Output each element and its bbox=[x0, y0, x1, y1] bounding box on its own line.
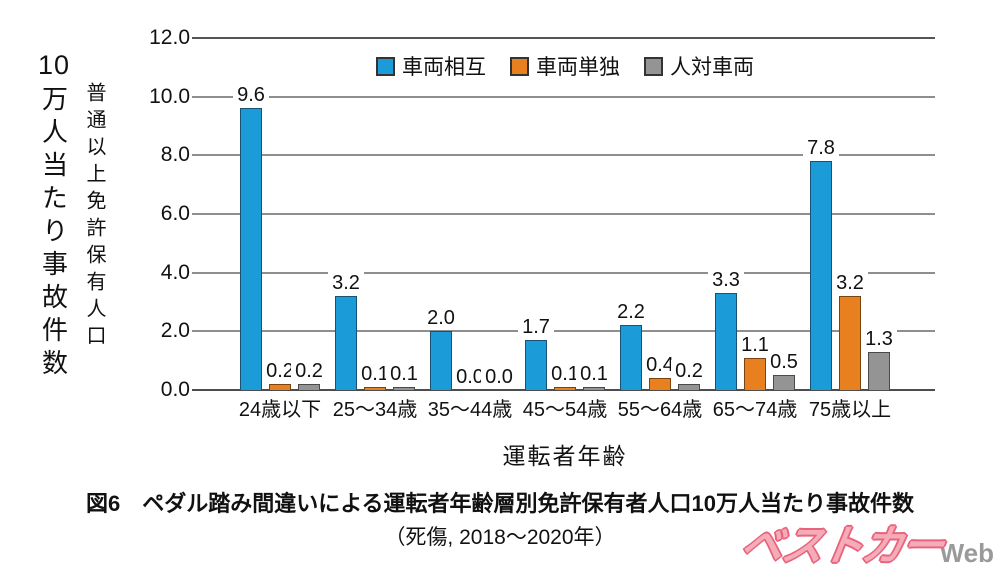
figure-caption: 図6 ペダル踏み間違いによる運転者年齢層別免許保有者人口10万人当たり事故件数 bbox=[85, 491, 915, 516]
gridline-10.0 bbox=[192, 95, 935, 98]
gridline-2.0 bbox=[192, 330, 935, 333]
bar-人対車両-45～54歳 bbox=[583, 387, 605, 390]
value-label-人対車両-35～44歳: 0.0 bbox=[481, 366, 517, 388]
x-axis-title: 運転者年齢 bbox=[502, 443, 628, 469]
legend-item-車両単独: 車両単独 bbox=[510, 51, 620, 81]
value-label-車両単独-45～54歳: 0.1 bbox=[547, 363, 583, 386]
x-tick-label-24歳以下: 24歳以下 bbox=[238, 399, 322, 421]
bar-人対車両-24歳以下 bbox=[298, 384, 320, 390]
value-label-人対車両-25～34歳: 0.1 bbox=[386, 363, 422, 386]
legend-label: 人対車両 bbox=[670, 56, 754, 79]
y-axis-label-primary-number: 10 bbox=[37, 50, 71, 80]
value-label-車両単独-75歳以上: 3.2 bbox=[832, 272, 868, 295]
value-label-人対車両-45～54歳: 0.1 bbox=[576, 363, 612, 386]
legend-label: 車両単独 bbox=[536, 56, 620, 79]
bar-人対車両-25～34歳 bbox=[393, 387, 415, 390]
y-tick-label-12.0: 12.0 bbox=[149, 26, 190, 49]
value-label-人対車両-75歳以上: 1.3 bbox=[861, 327, 897, 350]
value-label-車両相互-55～64歳: 2.2 bbox=[613, 301, 649, 324]
gridline-12.0 bbox=[192, 37, 935, 39]
bar-車両相互-25～34歳 bbox=[335, 296, 357, 390]
plot-area: 9.6 3.2 2.0 1.7 2.2 3.3 7.8 0.2 0.1 0.0 0.1 0.4 1.1 3… bbox=[192, 37, 935, 391]
gridline-6.0 bbox=[192, 213, 935, 215]
y-tick-label-8.0: 8.0 bbox=[160, 143, 190, 167]
value-label-車両相互-65～74歳: 3.3 bbox=[708, 269, 744, 292]
bar-人対車両-65～74歳 bbox=[773, 375, 795, 390]
bar-車両相互-35～44歳 bbox=[430, 331, 452, 390]
legend-item-車両相互: 車両相互 bbox=[376, 51, 486, 81]
chart-legend: 車両相互 車両単独 人対車両 bbox=[195, 51, 935, 81]
value-label-人対車両-24歳以下: 0.2 bbox=[291, 360, 327, 383]
value-label-車両単独-65～74歳: 1.1 bbox=[737, 333, 773, 356]
gridline-4.0 bbox=[192, 271, 935, 274]
value-label-車両相互-24歳以下: 9.6 bbox=[233, 84, 269, 107]
bestcar-logo-web-text: Web bbox=[939, 538, 994, 567]
bar-車両単独-75歳以上 bbox=[839, 296, 861, 390]
y-tick-label-10.0: 10.0 bbox=[149, 84, 190, 108]
value-label-車両相互-45～54歳: 1.7 bbox=[518, 316, 554, 339]
bar-車両相互-55～64歳 bbox=[620, 325, 642, 390]
legend-item-人対車両: 人対車両 bbox=[644, 51, 754, 81]
y-tick-label-0.0: 0.0 bbox=[160, 378, 190, 401]
bestcar-logo-text: ベストカー bbox=[737, 522, 946, 567]
value-label-車両単独-25～34歳: 0.1 bbox=[357, 363, 393, 386]
bar-車両相互-65～74歳 bbox=[715, 293, 737, 390]
y-tick-label-6.0: 6.0 bbox=[160, 202, 190, 225]
y-axis-label-secondary: 普通以上免許保有人口 bbox=[83, 82, 105, 352]
value-label-人対車両-55～64歳: 0.2 bbox=[671, 360, 707, 383]
legend-swatch-icon bbox=[644, 56, 663, 76]
figure-subcaption: （死傷, 2018～2020年） bbox=[384, 526, 616, 549]
bar-車両単独-65～74歳 bbox=[744, 357, 766, 390]
x-tick-label-45～54歳: 45～54歳 bbox=[522, 399, 608, 421]
y-axis-label-primary: 10 万人当たり事故件数 bbox=[34, 50, 74, 382]
bestcar-web-logo: ベストカー Web bbox=[737, 522, 994, 567]
value-label-車両相互-75歳以上: 7.8 bbox=[803, 137, 839, 160]
y-axis-label-primary-text: 万人当たり事故件数 bbox=[38, 85, 69, 382]
bar-車両相互-24歳以下 bbox=[240, 108, 262, 390]
bar-人対車両-75歳以上 bbox=[868, 351, 890, 390]
x-tick-label-25～34歳: 25～34歳 bbox=[332, 399, 418, 421]
bar-車両単独-25～34歳 bbox=[364, 387, 386, 390]
gridline-8.0 bbox=[192, 154, 935, 157]
y-tick-label-4.0: 4.0 bbox=[160, 260, 190, 284]
legend-label: 車両相互 bbox=[402, 56, 486, 79]
value-label-車両単独-55～64歳: 0.4 bbox=[642, 354, 678, 377]
value-label-車両単独-24歳以下: 0.2 bbox=[262, 360, 298, 383]
value-label-車両単独-35～44歳: 0.0 bbox=[452, 366, 488, 388]
bar-車両単独-55～64歳 bbox=[649, 378, 671, 390]
bar-人対車両-55～64歳 bbox=[678, 384, 700, 390]
gridline-0.0 bbox=[192, 389, 935, 391]
legend-swatch-icon bbox=[510, 56, 529, 76]
bar-車両相互-75歳以上 bbox=[810, 161, 832, 390]
bar-車両相互-45～54歳 bbox=[525, 340, 547, 390]
value-label-人対車両-65～74歳: 0.5 bbox=[766, 351, 802, 374]
bar-車両単独-24歳以下 bbox=[269, 384, 291, 390]
x-tick-label-65～74歳: 65～74歳 bbox=[712, 399, 798, 421]
legend-swatch-icon bbox=[376, 56, 395, 76]
value-label-車両相互-25～34歳: 3.2 bbox=[328, 272, 364, 295]
y-tick-label-2.0: 2.0 bbox=[160, 319, 190, 343]
bar-車両単独-45～54歳 bbox=[554, 387, 576, 390]
x-tick-label-75歳以上: 75歳以上 bbox=[808, 399, 892, 421]
x-tick-label-55～64歳: 55～64歳 bbox=[617, 399, 703, 421]
value-label-車両相互-35～44歳: 2.0 bbox=[423, 307, 459, 330]
x-tick-label-35～44歳: 35～44歳 bbox=[427, 399, 513, 421]
